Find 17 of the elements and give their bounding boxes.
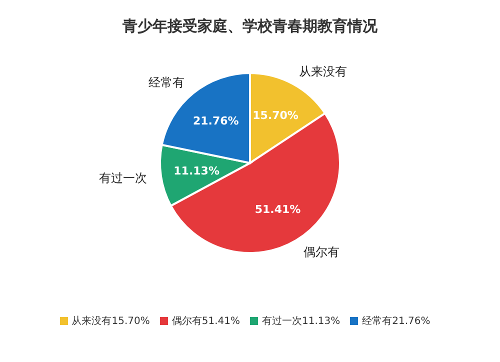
text: 21.76% bbox=[392, 316, 430, 327]
slice-label: 经常有 bbox=[148, 75, 184, 90]
slice-label: 偶尔有 bbox=[303, 245, 340, 260]
data-label: 21.76% bbox=[192, 114, 239, 128]
slice-label: 有过一次 bbox=[99, 171, 148, 186]
text: 11.13% bbox=[302, 316, 340, 327]
legend-label: 从来没有 bbox=[72, 316, 112, 327]
chart-title: 青少年接受家庭、学校青春期教育情况 bbox=[122, 17, 378, 35]
slice-label: 从来没有 bbox=[299, 64, 348, 78]
data-label: 11.13% bbox=[174, 164, 220, 178]
legend-label: 偶尔有 bbox=[172, 316, 202, 327]
legend-label: 有过一次 bbox=[262, 316, 302, 327]
legend-label: 经常有 bbox=[362, 316, 392, 327]
text: 15.70% bbox=[112, 316, 150, 327]
data-label: 51.41% bbox=[202, 316, 240, 327]
data-label: 15.70% bbox=[252, 108, 298, 122]
text: 51.41% bbox=[254, 202, 301, 216]
